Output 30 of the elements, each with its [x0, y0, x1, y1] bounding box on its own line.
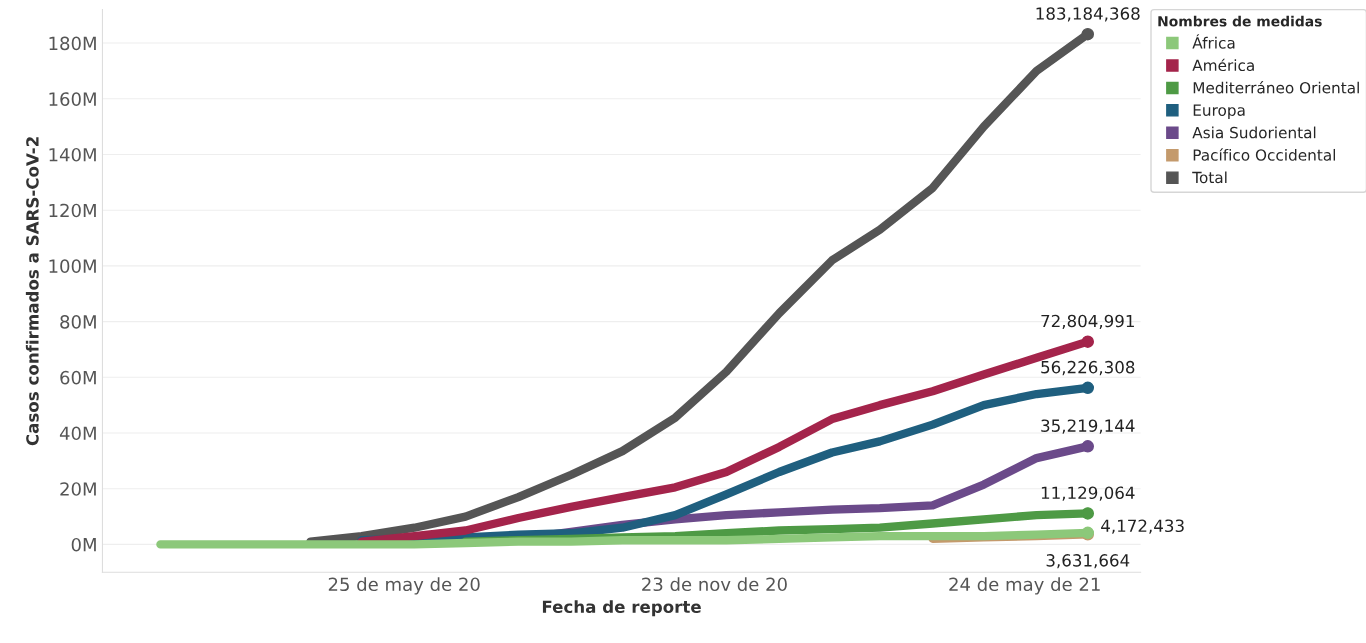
data-label: 35,219,144: [1041, 419, 1135, 434]
x-tick-label: 25 de may de 20: [328, 577, 480, 595]
legend-label: Europa: [1193, 104, 1245, 119]
legend-label: América: [1192, 58, 1254, 72]
y-tick-label: 20M: [60, 482, 96, 496]
data-label: 3,631,664: [1046, 554, 1130, 569]
legend-label: Pacífico Occidental: [1193, 148, 1336, 161]
legend-label: Total: [1192, 171, 1227, 184]
data-label: 56,226,308: [1041, 360, 1135, 376]
x-tick-label: 23 de nov de 20: [642, 577, 787, 592]
y-tick-label: 140M: [49, 147, 96, 162]
y-tick-label: 160M: [49, 92, 96, 106]
data-label: 183,184,368: [1036, 7, 1140, 22]
y-tick-label: 80M: [60, 315, 96, 329]
y-tick-label: 120M: [49, 203, 96, 218]
legend-label: Asia Sudoriental: [1192, 126, 1316, 139]
data-label: 72,804,991: [1041, 314, 1134, 329]
y-tick-label: 0M: [71, 537, 96, 552]
legend-title: Nombres de medidas: [1158, 15, 1322, 27]
y-tick-label: 180M: [49, 36, 96, 51]
x-tick-label: 24 de may de 21: [949, 577, 1100, 595]
y-tick-label: 40M: [59, 426, 96, 441]
legend-label: Mediterráneo Oriental: [1193, 81, 1359, 94]
y-tick-label: 60M: [60, 370, 96, 385]
data-label: 4,172,433: [1101, 519, 1184, 534]
y-axis-title: Casos confirmados a SARS-CoV-2: [25, 137, 39, 446]
legend-label: África: [1192, 34, 1235, 49]
x-axis-title: Fecha de reporte: [542, 600, 701, 617]
y-tick-label: 100M: [49, 259, 96, 274]
data-label: 11,129,064: [1041, 486, 1135, 501]
